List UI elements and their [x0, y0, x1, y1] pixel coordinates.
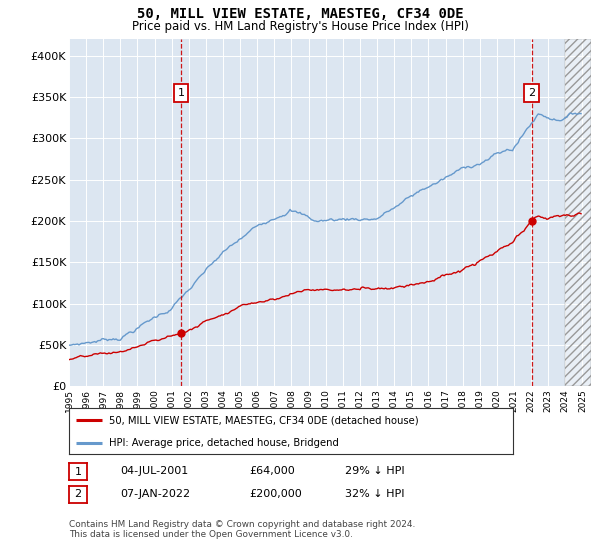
Text: 1: 1: [178, 88, 184, 98]
Text: 07-JAN-2022: 07-JAN-2022: [120, 489, 190, 499]
Text: 32% ↓ HPI: 32% ↓ HPI: [345, 489, 404, 499]
Text: Price paid vs. HM Land Registry's House Price Index (HPI): Price paid vs. HM Land Registry's House …: [131, 20, 469, 33]
Text: 04-JUL-2001: 04-JUL-2001: [120, 466, 188, 476]
Text: 50, MILL VIEW ESTATE, MAESTEG, CF34 0DE: 50, MILL VIEW ESTATE, MAESTEG, CF34 0DE: [137, 7, 463, 21]
Bar: [565, 39, 591, 386]
Text: £64,000: £64,000: [249, 466, 295, 476]
Text: 2: 2: [528, 88, 535, 98]
Text: £200,000: £200,000: [249, 489, 302, 499]
Bar: [565, 39, 591, 386]
Text: HPI: Average price, detached house, Bridgend: HPI: Average price, detached house, Brid…: [109, 437, 339, 447]
Text: 29% ↓ HPI: 29% ↓ HPI: [345, 466, 404, 476]
Text: 1: 1: [74, 466, 82, 477]
Text: Contains HM Land Registry data © Crown copyright and database right 2024.
This d: Contains HM Land Registry data © Crown c…: [69, 520, 415, 539]
Text: 2: 2: [74, 489, 82, 500]
Text: 50, MILL VIEW ESTATE, MAESTEG, CF34 0DE (detached house): 50, MILL VIEW ESTATE, MAESTEG, CF34 0DE …: [109, 415, 419, 425]
